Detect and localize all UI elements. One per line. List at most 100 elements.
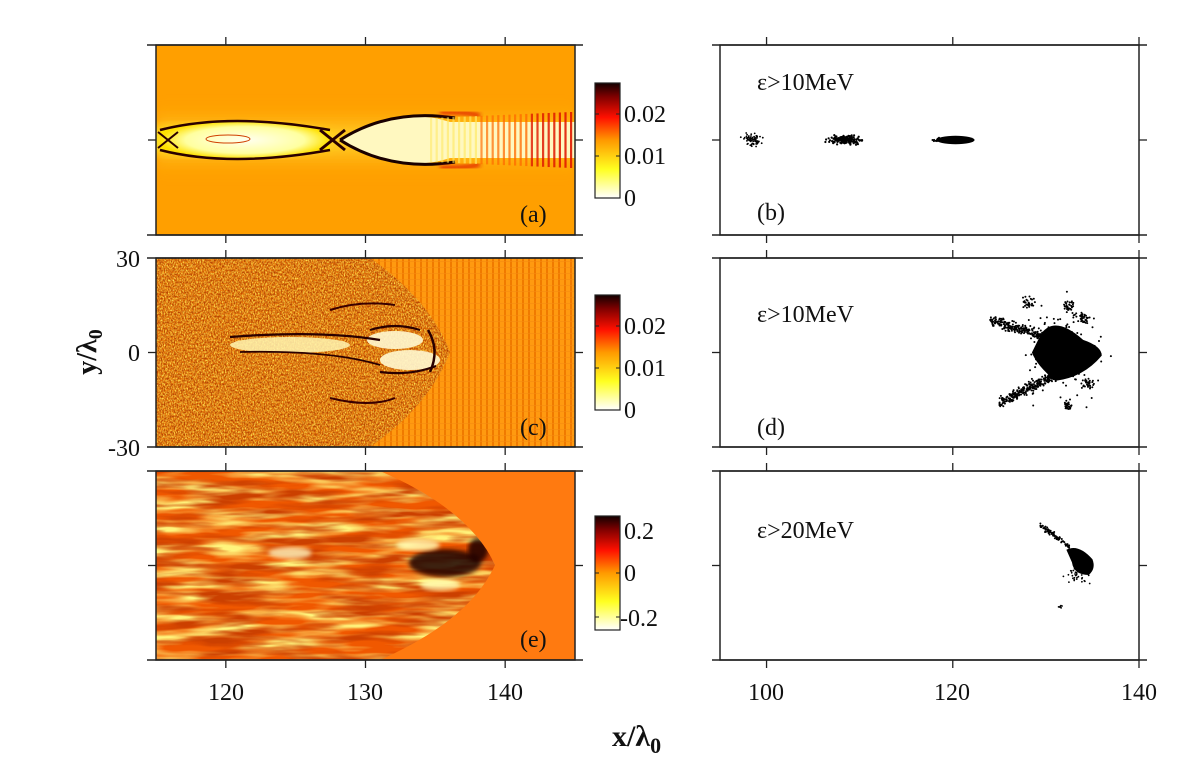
particle-point xyxy=(1070,347,1073,350)
particle-point xyxy=(1065,361,1068,364)
particle-point xyxy=(1003,398,1006,401)
particle-point xyxy=(1063,541,1066,544)
colorbar-a-tick-mid: 0.01 xyxy=(624,144,666,170)
particle-point xyxy=(854,143,858,146)
particle-point xyxy=(1033,301,1036,304)
particle-point xyxy=(1091,326,1094,329)
laser-wave-stripe xyxy=(530,113,533,167)
particle-point xyxy=(1061,605,1063,607)
particle-point xyxy=(1089,384,1092,387)
panel-a-heatmap xyxy=(156,45,575,235)
particle-point xyxy=(1087,385,1089,388)
particle-point xyxy=(1026,389,1029,391)
particle-point xyxy=(839,136,842,139)
particle-point xyxy=(747,142,749,145)
particle-point xyxy=(1062,381,1065,384)
particle-point xyxy=(1074,336,1077,339)
particle-point xyxy=(1011,320,1014,322)
particle-point xyxy=(1025,306,1028,309)
panel-f-scatter xyxy=(1039,522,1094,609)
particle-point xyxy=(747,135,750,137)
particle-point xyxy=(1041,389,1044,392)
particle-point xyxy=(1077,320,1080,323)
panel-a-laser-waves xyxy=(430,112,573,168)
particle-point xyxy=(861,139,864,142)
particle-point xyxy=(1068,347,1071,350)
panel-b-annotation: ε>10MeV xyxy=(757,70,855,96)
particle-point xyxy=(992,317,995,320)
particle-point xyxy=(1022,328,1025,331)
particle-point xyxy=(1030,304,1033,307)
particle-point xyxy=(1052,341,1055,344)
particle-point xyxy=(1012,389,1015,392)
left-x-tick-labels: 120 130 140 xyxy=(208,680,523,706)
laser-wave-stripe xyxy=(435,117,438,163)
particle-point xyxy=(1031,302,1033,305)
particle-point xyxy=(1086,348,1089,351)
particle-point xyxy=(1070,374,1073,377)
particle-point xyxy=(1073,560,1076,563)
y-tick-label-neg30: -30 xyxy=(108,436,140,462)
particle-point xyxy=(1035,333,1038,336)
laser-wave-stripe xyxy=(508,114,511,166)
particle-point xyxy=(1042,333,1045,336)
particle-point xyxy=(1065,355,1067,358)
particle-point xyxy=(1055,362,1058,365)
particle-point xyxy=(1025,327,1028,329)
particle-point xyxy=(752,143,755,146)
particle-point xyxy=(1059,318,1062,321)
particle-point xyxy=(1055,351,1058,354)
particle-point xyxy=(1030,377,1033,380)
particle-point xyxy=(746,140,748,142)
particle-point xyxy=(852,138,855,141)
particle-point xyxy=(1070,356,1073,359)
particle-point xyxy=(833,137,836,140)
particle-point xyxy=(997,320,1000,323)
particle-point xyxy=(991,322,994,325)
particle-point xyxy=(1032,404,1035,407)
particle-point xyxy=(949,140,952,143)
particle-bunch xyxy=(1066,547,1094,575)
particle-point xyxy=(1055,343,1058,346)
particle-point xyxy=(1035,358,1037,361)
particle-point xyxy=(844,141,847,144)
particle-point xyxy=(1070,571,1073,574)
particle-point xyxy=(750,135,752,137)
particle-point xyxy=(827,137,830,140)
particle-point xyxy=(1025,303,1028,306)
particle-point xyxy=(1077,575,1080,578)
particle-point xyxy=(1055,341,1058,344)
particle-point xyxy=(1080,333,1083,336)
particle-point xyxy=(1017,391,1020,394)
panel-e: (e) xyxy=(155,470,576,661)
particle-point xyxy=(745,135,748,138)
colorbar-a-tick-low: 0 xyxy=(624,186,636,212)
particle-point xyxy=(1082,384,1085,387)
particle-point xyxy=(1052,533,1055,536)
panel-c-label: (c) xyxy=(520,415,547,441)
particle-point xyxy=(1074,574,1077,577)
particle-point xyxy=(1072,375,1075,378)
particle-point xyxy=(1011,394,1014,397)
particle-point xyxy=(1054,371,1057,374)
particle-point xyxy=(1002,405,1005,408)
particle-point xyxy=(1032,304,1035,307)
particle-point xyxy=(1080,320,1083,323)
particle-point xyxy=(931,139,934,141)
particle-point xyxy=(1015,394,1018,397)
particle-point xyxy=(1066,336,1069,339)
panel-e-heatmap xyxy=(156,471,575,660)
laser-wave-stripe xyxy=(452,117,455,163)
particle-point xyxy=(1065,290,1068,293)
particle-point xyxy=(853,134,856,137)
particle-point xyxy=(1002,318,1005,321)
laser-wave-stripe xyxy=(497,115,500,165)
particle-point xyxy=(1098,340,1100,342)
x-axis-label-sub: 0 xyxy=(650,733,661,758)
particle-point xyxy=(1048,533,1051,536)
particle-point xyxy=(1027,332,1030,335)
particle-point xyxy=(1025,390,1027,393)
particle-point xyxy=(1056,377,1059,380)
particle-point xyxy=(1055,536,1058,539)
particle-point xyxy=(1066,407,1069,410)
